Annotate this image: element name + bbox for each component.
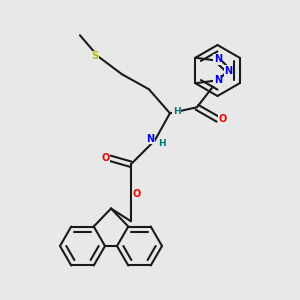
Text: H: H (173, 107, 180, 116)
Text: O: O (133, 189, 141, 199)
Text: S: S (91, 51, 99, 61)
Text: N: N (224, 65, 232, 76)
Text: N: N (214, 75, 222, 85)
Text: H: H (159, 139, 166, 148)
Text: O: O (101, 153, 110, 163)
Text: N: N (146, 134, 154, 144)
Text: O: O (218, 114, 226, 124)
Text: N: N (214, 54, 222, 64)
